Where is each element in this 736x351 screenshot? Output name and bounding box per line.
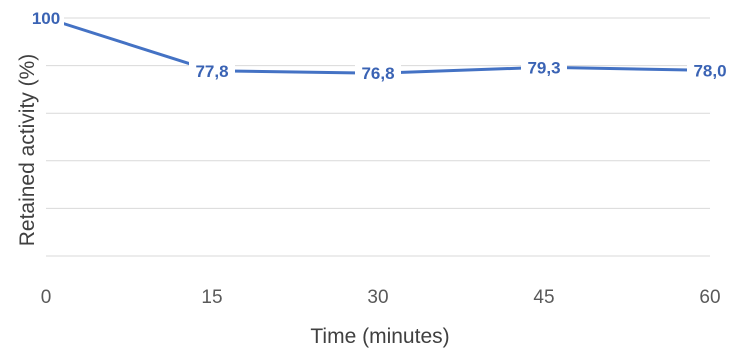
x-tick-label: 0 (41, 287, 52, 308)
data-label-text: 77,8 (195, 62, 228, 81)
data-label: 77,8 (189, 59, 235, 82)
data-label: 78,0 (687, 59, 733, 82)
data-label-background (189, 59, 235, 82)
x-axis-title: Time (minutes) (310, 325, 449, 348)
x-tick-label: 60 (699, 287, 720, 308)
x-axis-ticks: 0 15 30 45 60 (41, 287, 721, 308)
data-label-text: 78,0 (693, 61, 726, 80)
data-label: 79,3 (521, 56, 567, 79)
data-label: 100 (28, 7, 64, 29)
x-tick-label: 45 (533, 287, 554, 308)
data-label-text: 76,8 (361, 64, 394, 83)
data-label-text: 79,3 (527, 58, 560, 77)
y-axis-title: Retained activity (%) (16, 54, 39, 247)
gridlines (46, 17, 710, 257)
x-tick-label: 30 (367, 287, 388, 308)
data-label-text: 100 (32, 9, 60, 28)
x-tick-label: 15 (201, 287, 222, 308)
data-labels: 100 77,8 76,8 79,3 78,0 (28, 7, 733, 85)
data-label-background (687, 59, 733, 82)
data-label: 76,8 (355, 62, 401, 85)
data-label-background (521, 56, 567, 79)
data-label-background (28, 7, 64, 29)
data-label-background (355, 62, 401, 85)
